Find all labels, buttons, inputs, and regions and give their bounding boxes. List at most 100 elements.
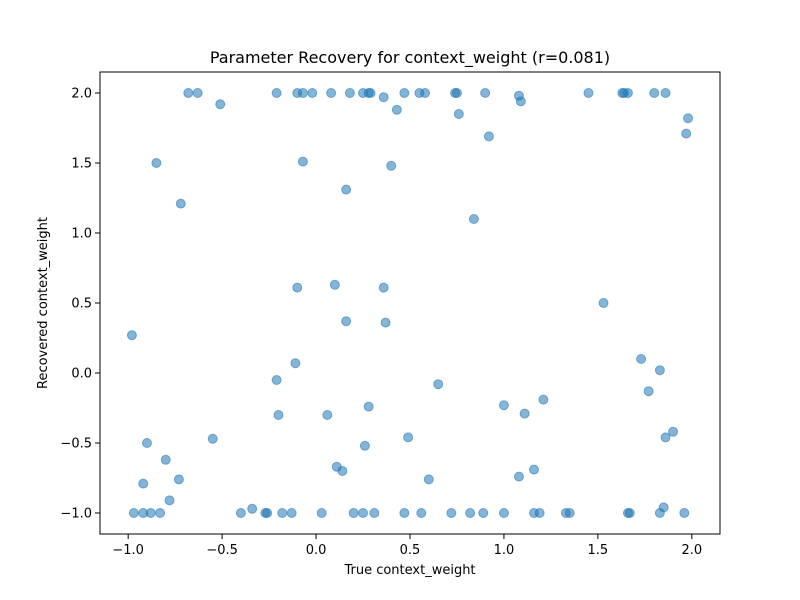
chart-title: Parameter Recovery for context_weight (r… <box>210 48 610 68</box>
data-point <box>155 508 166 518</box>
data-point <box>344 88 355 98</box>
x-tick-label: 0.5 <box>400 543 421 558</box>
data-point <box>399 88 410 98</box>
data-point <box>175 198 186 209</box>
data-point <box>369 508 380 518</box>
y-axis: −1.0 −0.5 0.0 0.5 1.0 1.5 2.0 <box>60 87 100 522</box>
data-point <box>378 282 389 293</box>
data-point <box>598 298 609 308</box>
data-point <box>262 508 273 518</box>
data-point <box>183 88 194 98</box>
data-point <box>326 88 337 98</box>
y-tick-label: 1.0 <box>71 227 92 242</box>
data-point <box>292 282 303 293</box>
data-point <box>679 508 690 518</box>
y-tick-label: 1.5 <box>71 157 92 172</box>
data-point <box>583 88 594 98</box>
data-point <box>683 113 694 124</box>
data-point <box>399 508 410 518</box>
data-point <box>420 88 431 98</box>
data-point <box>273 410 284 420</box>
x-tick-label: 0.0 <box>306 543 327 558</box>
data-point <box>160 454 171 465</box>
data-point <box>307 88 318 98</box>
data-point <box>660 88 671 98</box>
data-point <box>173 474 184 485</box>
y-tick-label: −1.0 <box>60 507 92 522</box>
data-point <box>286 508 297 518</box>
y-axis-label: Recovered context_weight <box>36 217 51 389</box>
data-point <box>235 508 246 518</box>
data-point <box>681 128 692 139</box>
data-point <box>658 502 669 513</box>
data-point <box>271 375 282 385</box>
data-point <box>271 88 282 98</box>
data-point <box>391 104 402 115</box>
data-point <box>483 131 494 142</box>
data-point <box>138 478 149 489</box>
data-point <box>297 88 308 98</box>
data-point <box>337 466 348 476</box>
data-point <box>322 410 333 420</box>
data-point <box>141 438 152 448</box>
data-point <box>515 96 526 107</box>
y-tick-label: 0.0 <box>71 367 92 382</box>
data-point <box>348 508 359 518</box>
data-point <box>290 358 301 369</box>
data-point <box>416 508 427 518</box>
data-point <box>297 156 308 167</box>
data-point <box>341 316 352 327</box>
data-point <box>498 400 509 411</box>
data-point <box>465 508 476 518</box>
data-point <box>622 88 633 98</box>
data-point <box>498 508 509 518</box>
data-point <box>247 503 258 514</box>
data-point <box>128 508 139 518</box>
data-point <box>478 508 489 518</box>
data-point <box>215 99 226 110</box>
data-point <box>277 508 288 518</box>
data-point <box>386 160 397 171</box>
data-point <box>564 508 575 518</box>
data-point <box>164 495 175 506</box>
data-point <box>538 394 549 405</box>
x-tick-label: 1.5 <box>588 543 609 558</box>
data-point <box>378 92 389 103</box>
x-axis: −1.0 −0.5 0.0 0.5 1.0 1.5 2.0 <box>112 534 702 558</box>
data-point <box>145 508 156 518</box>
data-point <box>636 354 647 364</box>
data-point <box>403 432 414 443</box>
x-tick-label: 1.0 <box>494 543 515 558</box>
y-tick-label: 0.5 <box>71 297 92 312</box>
data-point <box>329 279 340 290</box>
data-point <box>359 440 370 451</box>
data-point <box>423 474 434 485</box>
data-point <box>446 508 457 518</box>
data-point <box>624 508 635 518</box>
data-point <box>316 508 327 518</box>
data-point <box>126 330 137 341</box>
data-point <box>453 109 464 119</box>
data-point <box>341 184 352 195</box>
data-point <box>513 471 524 482</box>
data-point <box>529 464 539 475</box>
data-point <box>668 426 679 437</box>
data-point <box>451 88 462 98</box>
data-point <box>433 379 444 390</box>
data-point <box>363 401 374 412</box>
x-tick-label: −1.0 <box>112 543 144 558</box>
data-point <box>480 88 491 98</box>
points-layer <box>126 88 694 518</box>
data-point <box>468 214 479 224</box>
data-point <box>643 386 654 397</box>
data-point <box>654 365 665 376</box>
x-axis-label: True context_weight <box>343 563 475 578</box>
data-point <box>207 433 218 444</box>
data-point <box>534 508 545 518</box>
x-tick-label: 2.0 <box>681 543 702 558</box>
data-point <box>192 88 203 98</box>
y-tick-label: 2.0 <box>71 87 92 102</box>
data-point <box>365 88 376 98</box>
